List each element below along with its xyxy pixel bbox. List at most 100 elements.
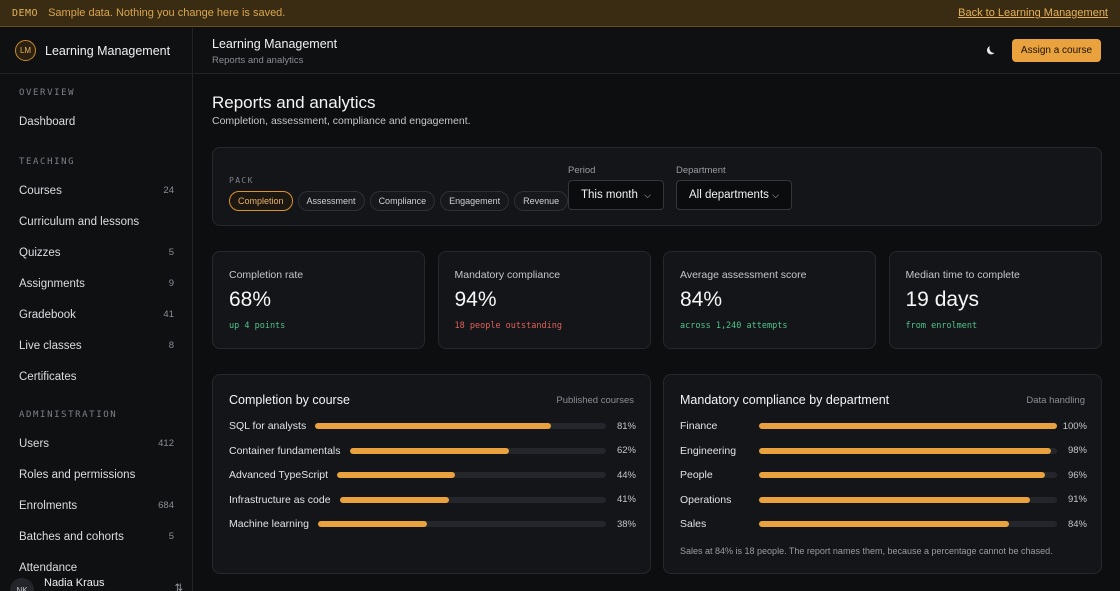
- bar-row: SQL for analysts 81%: [229, 419, 636, 433]
- kpi-card: Average assessment score 84% across 1,240 …: [663, 251, 876, 349]
- sidebar-item-label: Quizzes: [19, 246, 61, 259]
- sidebar-item-courses[interactable]: Courses 24: [0, 175, 192, 206]
- page-title: Reports and analytics: [212, 93, 376, 112]
- bar-track: [317, 521, 606, 527]
- avatar: NK: [10, 578, 34, 591]
- pack-chip-compliance[interactable]: Compliance: [369, 191, 436, 211]
- kpi-value: 94%: [454, 288, 497, 311]
- compliance-footnote: Sales at 84% is 18 people. The report na…: [680, 546, 1053, 556]
- bar-value: 96%: [1067, 469, 1087, 481]
- chevron-down-icon: ⌵: [644, 189, 651, 200]
- pack-chip-completion[interactable]: Completion: [229, 191, 293, 211]
- bar-value: 84%: [1067, 518, 1087, 530]
- department-select[interactable]: All departments ⌵: [676, 180, 792, 210]
- pack-chip-assessment[interactable]: Assessment: [297, 191, 365, 211]
- back-link[interactable]: Back to Learning Management: [958, 7, 1108, 19]
- bar-value: 100%: [1062, 420, 1087, 432]
- kpi-note: across 1,240 attempts: [680, 321, 788, 331]
- bar-track: [759, 521, 1057, 527]
- sidebar-item-label: Courses: [19, 184, 62, 197]
- bar-fill: [315, 423, 551, 429]
- pack-chip-revenue[interactable]: Revenue: [514, 191, 569, 211]
- period-select[interactable]: This month ⌵: [568, 180, 664, 210]
- brand-logo: LM: [15, 40, 36, 61]
- sidebar-item-label: Assignments: [19, 277, 85, 290]
- kpi-label: Median time to complete: [905, 269, 1020, 281]
- kpi-label: Completion rate: [229, 269, 304, 281]
- kpi-label: Mandatory compliance: [454, 269, 561, 281]
- nav-section-title: TEACHING: [19, 157, 76, 167]
- sidebar-item-roles-and-permissions[interactable]: Roles and permissions: [0, 459, 192, 490]
- bar-track: [759, 423, 1057, 429]
- brand[interactable]: LM Learning Management: [0, 28, 192, 74]
- completion-panel-title: Completion by course: [229, 393, 350, 407]
- bar-row: Infrastructure as code 41%: [229, 493, 636, 507]
- demo-banner: DEMO Sample data. Nothing you change her…: [0, 0, 1120, 27]
- compliance-panel-meta: Data handling: [1026, 395, 1085, 406]
- filters-card: PACK Completion Assessment Compliance Engag…: [212, 147, 1102, 226]
- bar-fill: [759, 496, 1031, 503]
- chevron-down-icon: ⌵: [772, 189, 779, 200]
- sidebar-item-curriculum-and-lessons[interactable]: Curriculum and lessons: [0, 206, 192, 237]
- pack-chips: Completion Assessment Compliance Engagement…: [229, 191, 569, 211]
- sidebar-item-label: Attendance: [19, 561, 78, 574]
- bar-track: [337, 472, 606, 478]
- bar-value: 62%: [616, 445, 636, 456]
- moon-icon[interactable]: [985, 43, 999, 57]
- sidebar-item-gradebook[interactable]: Gradebook 41: [0, 299, 192, 330]
- bar-track: [759, 472, 1057, 478]
- bar-fill: [339, 496, 449, 503]
- bar-label: People: [680, 469, 713, 481]
- sidebar-item-quizzes[interactable]: Quizzes 5: [0, 237, 192, 268]
- bar-fill: [759, 423, 1057, 429]
- sidebar-item-live-classes[interactable]: Live classes 8: [0, 330, 192, 361]
- brand-name: Learning Management: [45, 43, 171, 58]
- chevron-updown-icon[interactable]: ⇅: [174, 583, 183, 591]
- kpi-value: 84%: [680, 288, 723, 311]
- sidebar-item-count: 412: [158, 438, 174, 449]
- department-label: Department: [676, 165, 726, 176]
- bar-label: Operations: [680, 493, 732, 506]
- user-profile[interactable]: NK Nadia Kraus ⇅: [0, 574, 192, 591]
- kpi-value: 19 days: [905, 288, 980, 311]
- nav-section-title: OVERVIEW: [19, 88, 76, 98]
- kpi-card: Median time to complete 19 days from enrol…: [888, 251, 1102, 349]
- pack-chip-engagement[interactable]: Engagement: [440, 191, 510, 211]
- page-subtitle: Completion, assessment, compliance and e…: [212, 115, 471, 127]
- bar-track: [349, 447, 606, 454]
- bar-track: [339, 496, 606, 503]
- bar-label: Infrastructure as code: [229, 493, 331, 506]
- sidebar-item-assignments[interactable]: Assignments 9: [0, 268, 192, 299]
- bar-fill: [759, 447, 1052, 454]
- bar-fill: [337, 472, 456, 478]
- bar-row: Operations 91%: [680, 493, 1087, 507]
- kpi-card: Completion rate 68% up 4 points: [212, 251, 425, 349]
- header-title: Learning Management: [212, 37, 338, 51]
- department-value: All departments: [689, 189, 769, 201]
- sidebar-item-batches-and-cohorts[interactable]: Batches and cohorts 5: [0, 521, 192, 552]
- bar-value: 98%: [1067, 445, 1087, 456]
- bar-row: People 96%: [680, 468, 1087, 482]
- bar-label: Container fundamentals: [229, 444, 341, 457]
- sidebar-item-dashboard[interactable]: Dashboard: [0, 106, 192, 137]
- pack-label: PACK: [229, 176, 254, 185]
- sidebar-item-users[interactable]: Users 412: [0, 428, 192, 459]
- sidebar-item-certificates[interactable]: Certificates: [0, 361, 192, 392]
- sidebar-item-label: Enrolments: [19, 499, 78, 512]
- completion-panel: Completion by course Published courses S…: [212, 374, 651, 574]
- sidebar-item-label: Curriculum and lessons: [19, 215, 140, 228]
- assign-course-button[interactable]: Assign a course: [1012, 39, 1101, 62]
- sidebar-item-attendance[interactable]: Attendance: [0, 552, 192, 583]
- sidebar-item-count: 8: [168, 340, 174, 351]
- sidebar-item-enrolments[interactable]: Enrolments 684: [0, 490, 192, 521]
- sidebar-item-label: Batches and cohorts: [19, 530, 124, 543]
- bar-label: Finance: [680, 420, 718, 432]
- sidebar-item-label: Users: [19, 437, 50, 450]
- bar-fill: [317, 521, 428, 527]
- sidebar-item-count: 41: [163, 309, 174, 320]
- header: Learning Management Reports and analytic…: [194, 28, 1120, 74]
- bar-fill: [759, 521, 1010, 527]
- bar-label: Sales: [680, 518, 707, 530]
- bar-value: 81%: [616, 420, 636, 432]
- sidebar: LM Learning Management OVERVIEW Dashboard…: [0, 28, 193, 591]
